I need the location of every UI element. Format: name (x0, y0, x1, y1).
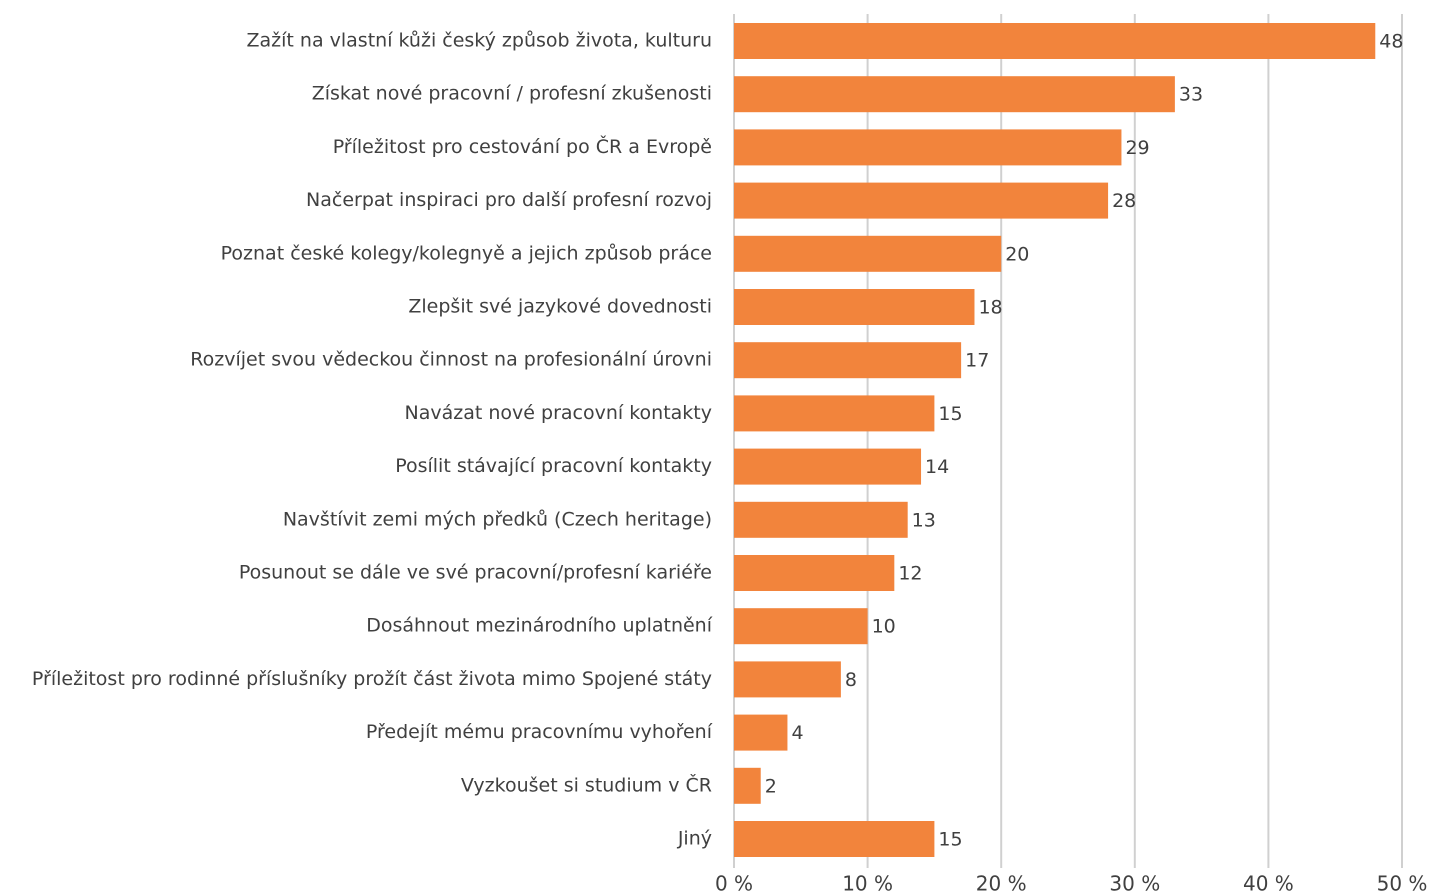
bar (734, 342, 962, 379)
y-tick-label: Poznat české kolegy/kolegnyě a jejich zp… (221, 242, 712, 264)
y-tick-label: Příležitost pro cestování po ČR a Evropě (333, 134, 712, 158)
bar (734, 767, 761, 804)
bar (734, 395, 935, 432)
bar (734, 661, 841, 698)
bar (734, 182, 1109, 219)
y-tick-label: Jiný (677, 828, 712, 850)
x-tick-label: 20 % (976, 872, 1027, 895)
y-tick-label: Zlepšit své jazykové dovednosti (408, 296, 712, 318)
bar (734, 235, 1002, 272)
y-tick-label: Předejít mému pracovnímu vyhoření (366, 721, 713, 743)
x-tick-label: 10 % (842, 872, 893, 895)
bar (734, 501, 908, 538)
data-label: 8 (845, 669, 857, 691)
bar (734, 448, 922, 485)
data-label: 14 (925, 456, 949, 478)
bar (734, 23, 1376, 59)
y-tick-label: Získat nové pracovní / profesní zkušenos… (312, 83, 712, 105)
y-tick-label: Příležitost pro rodinné příslušníky prož… (32, 668, 712, 690)
y-tick-label: Posunout se dále ve své pracovní/profesn… (239, 562, 712, 584)
data-label: 29 (1125, 137, 1149, 159)
x-tick-label: 0 % (715, 872, 753, 895)
bar (734, 714, 788, 751)
y-tick-label: Navštívit zemi mých předků (Czech herita… (283, 508, 712, 530)
x-tick-label: 50 % (1377, 872, 1428, 895)
data-label: 15 (938, 829, 962, 851)
bar (734, 289, 975, 325)
data-label: 17 (965, 350, 989, 372)
x-tick-label: 30 % (1109, 872, 1160, 895)
data-label: 13 (912, 509, 936, 531)
y-tick-label: Posílit stávající pracovní kontakty (395, 455, 712, 477)
y-tick-label: Zažít na vlastní kůži český způsob život… (247, 30, 712, 52)
bar (734, 821, 935, 857)
x-tick-label: 40 % (1243, 872, 1294, 895)
y-tick-label: Vyzkoušet si studium v ČR (461, 772, 712, 796)
data-label: 12 (898, 563, 922, 585)
data-label: 48 (1379, 31, 1403, 53)
data-label: 2 (765, 775, 777, 797)
data-label: 20 (1005, 243, 1029, 265)
data-label: 4 (791, 722, 803, 744)
bar (734, 555, 895, 591)
data-label: 18 (978, 297, 1002, 319)
bar (734, 129, 1122, 166)
data-label: 33 (1179, 84, 1203, 106)
data-label: 10 (872, 616, 896, 638)
data-label: 15 (938, 403, 962, 425)
data-label: 28 (1112, 190, 1136, 212)
y-tick-label: Načerpat inspiraci pro další profesní ro… (306, 189, 712, 211)
y-tick-label: Rozvíjet svou vědeckou činnost na profes… (190, 349, 712, 371)
y-tick-label: Navázat nové pracovní kontakty (405, 402, 712, 424)
bar (734, 76, 1175, 113)
y-tick-label: Dosáhnout mezinárodního uplatnění (366, 615, 713, 637)
bar (734, 608, 868, 645)
